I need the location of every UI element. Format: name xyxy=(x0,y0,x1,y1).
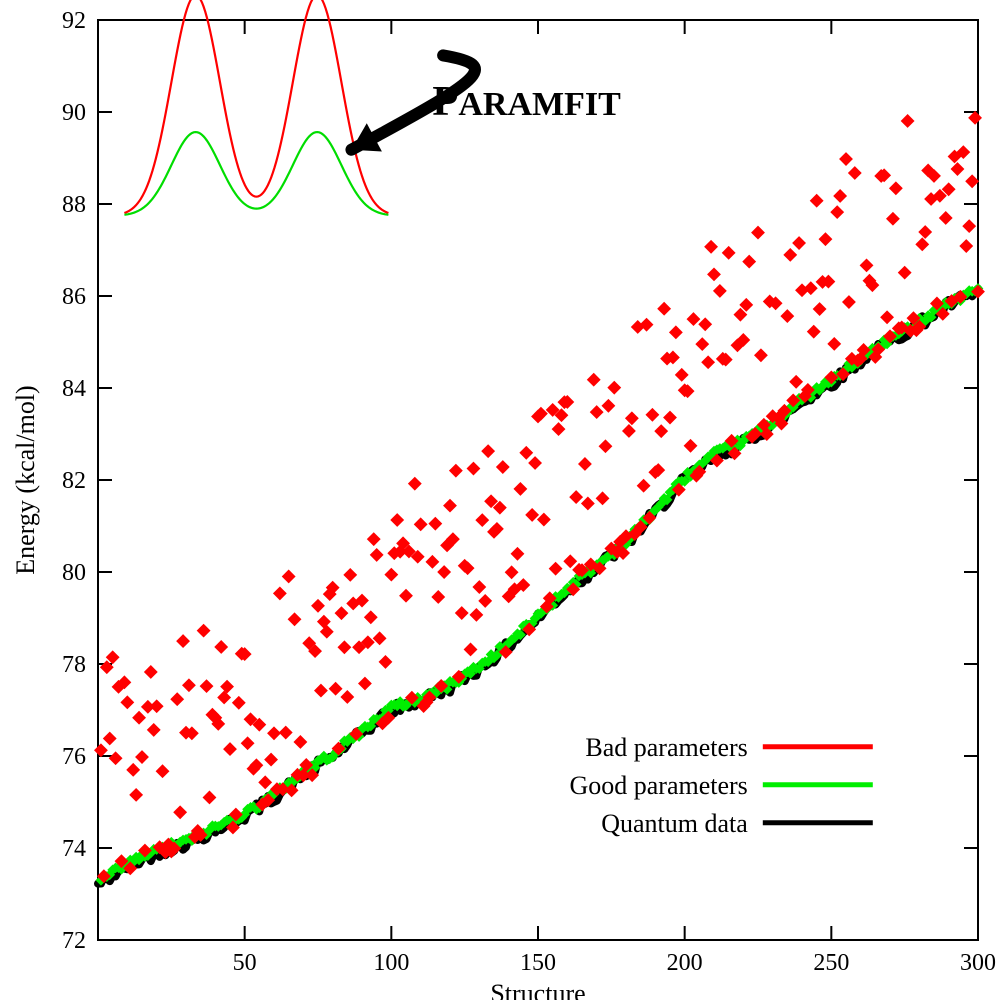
svg-text:82: 82 xyxy=(62,468,86,494)
y-axis-label: Energy (kcal/mol) xyxy=(11,385,40,574)
svg-text:80: 80 xyxy=(62,560,86,586)
svg-text:300: 300 xyxy=(960,950,996,976)
svg-text:90: 90 xyxy=(62,100,86,126)
paramfit-label: PARAMFIT xyxy=(432,78,621,125)
svg-text:74: 74 xyxy=(62,836,86,862)
svg-text:86: 86 xyxy=(62,284,86,310)
energy-structure-chart: 50 100 150 200 250 300 72 74 76 78 80 82 84 86 88 90 92 S… xyxy=(0,0,1000,1000)
svg-text:250: 250 xyxy=(813,950,849,976)
legend: Bad parameters Good parameters Quantum dat… xyxy=(569,733,872,838)
svg-text:78: 78 xyxy=(62,652,86,678)
legend-label: Quantum data xyxy=(601,809,748,838)
x-axis-label: Structure xyxy=(490,979,585,1000)
svg-text:92: 92 xyxy=(62,8,86,34)
svg-text:72: 72 xyxy=(62,928,86,954)
svg-text:200: 200 xyxy=(667,950,703,976)
svg-text:88: 88 xyxy=(62,192,86,218)
svg-text:100: 100 xyxy=(373,950,409,976)
svg-text:50: 50 xyxy=(233,950,257,976)
svg-text:150: 150 xyxy=(520,950,556,976)
legend-label: Good parameters xyxy=(569,771,747,800)
svg-text:76: 76 xyxy=(62,744,86,770)
svg-text:84: 84 xyxy=(62,376,86,402)
legend-label: Bad parameters xyxy=(585,733,747,762)
